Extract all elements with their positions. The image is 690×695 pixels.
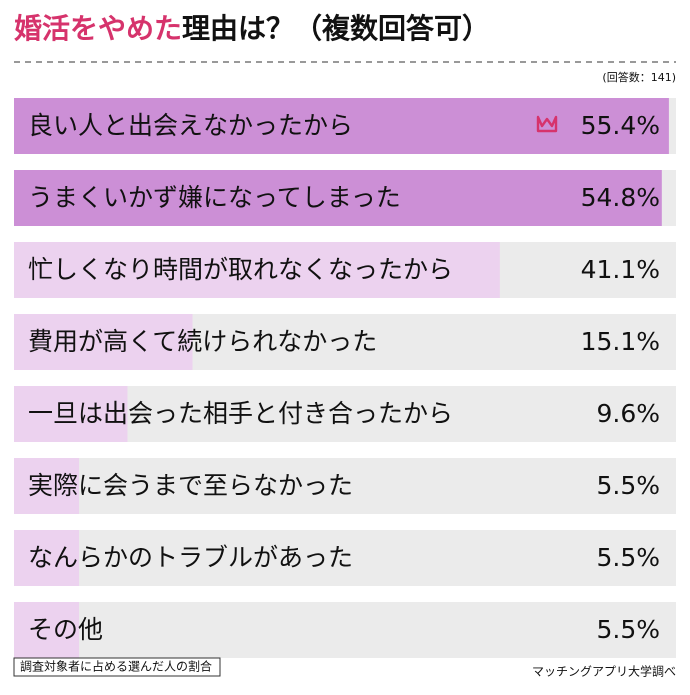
- category-label: なんらかのトラブルがあった: [28, 543, 353, 572]
- title-highlight: 婚活をやめた: [14, 12, 182, 45]
- bar: [14, 458, 80, 514]
- value-label: 5.5%: [596, 543, 660, 572]
- bar: [14, 98, 669, 154]
- value-label: 5.5%: [596, 471, 660, 500]
- value-label: 54.8%: [581, 183, 660, 212]
- category-label: 一旦は出会った相手と付き合ったから: [28, 399, 453, 428]
- value-label: 9.6%: [596, 399, 660, 428]
- value-label: 55.4%: [581, 111, 660, 140]
- bar: [14, 314, 193, 370]
- category-label: うまくいかず嫌になってしまった: [28, 183, 401, 212]
- value-label: 41.1%: [581, 255, 660, 284]
- bar: [14, 602, 80, 658]
- bar: [14, 170, 662, 226]
- bar: [14, 242, 500, 298]
- bar: [14, 386, 128, 442]
- category-label: 良い人と出会えなかったから: [28, 111, 353, 140]
- title-rest: 理由は？（複数回答可）: [182, 12, 490, 45]
- subtitle: (回答数：141): [602, 70, 676, 84]
- bar-track: [14, 530, 676, 586]
- chart-title: 婚活をやめた理由は？（複数回答可）: [14, 12, 490, 45]
- category-label: その他: [28, 615, 103, 644]
- source: マッチングアプリ大学調べ: [532, 664, 676, 679]
- footnote-box: [13, 657, 221, 677]
- value-label: 5.5%: [596, 615, 660, 644]
- category-label: 忙しくなり時間が取れなくなったから: [28, 255, 453, 284]
- bar-track: [14, 602, 676, 658]
- footnote: 調査対象者に占める選んだ人の割合: [20, 659, 212, 674]
- category-label: 費用が高くて続けられなかった: [28, 327, 377, 356]
- crown-icon: [536, 115, 558, 133]
- rows: 良い人と出会えなかったから 55.4% うまくいかず嫌になってしまった 54.8% 忙し…: [14, 98, 676, 658]
- bar: [14, 530, 80, 586]
- bar-track: [14, 458, 676, 514]
- category-label: 実際に会うまで至らなかった: [28, 471, 353, 500]
- value-label: 15.1%: [581, 327, 660, 356]
